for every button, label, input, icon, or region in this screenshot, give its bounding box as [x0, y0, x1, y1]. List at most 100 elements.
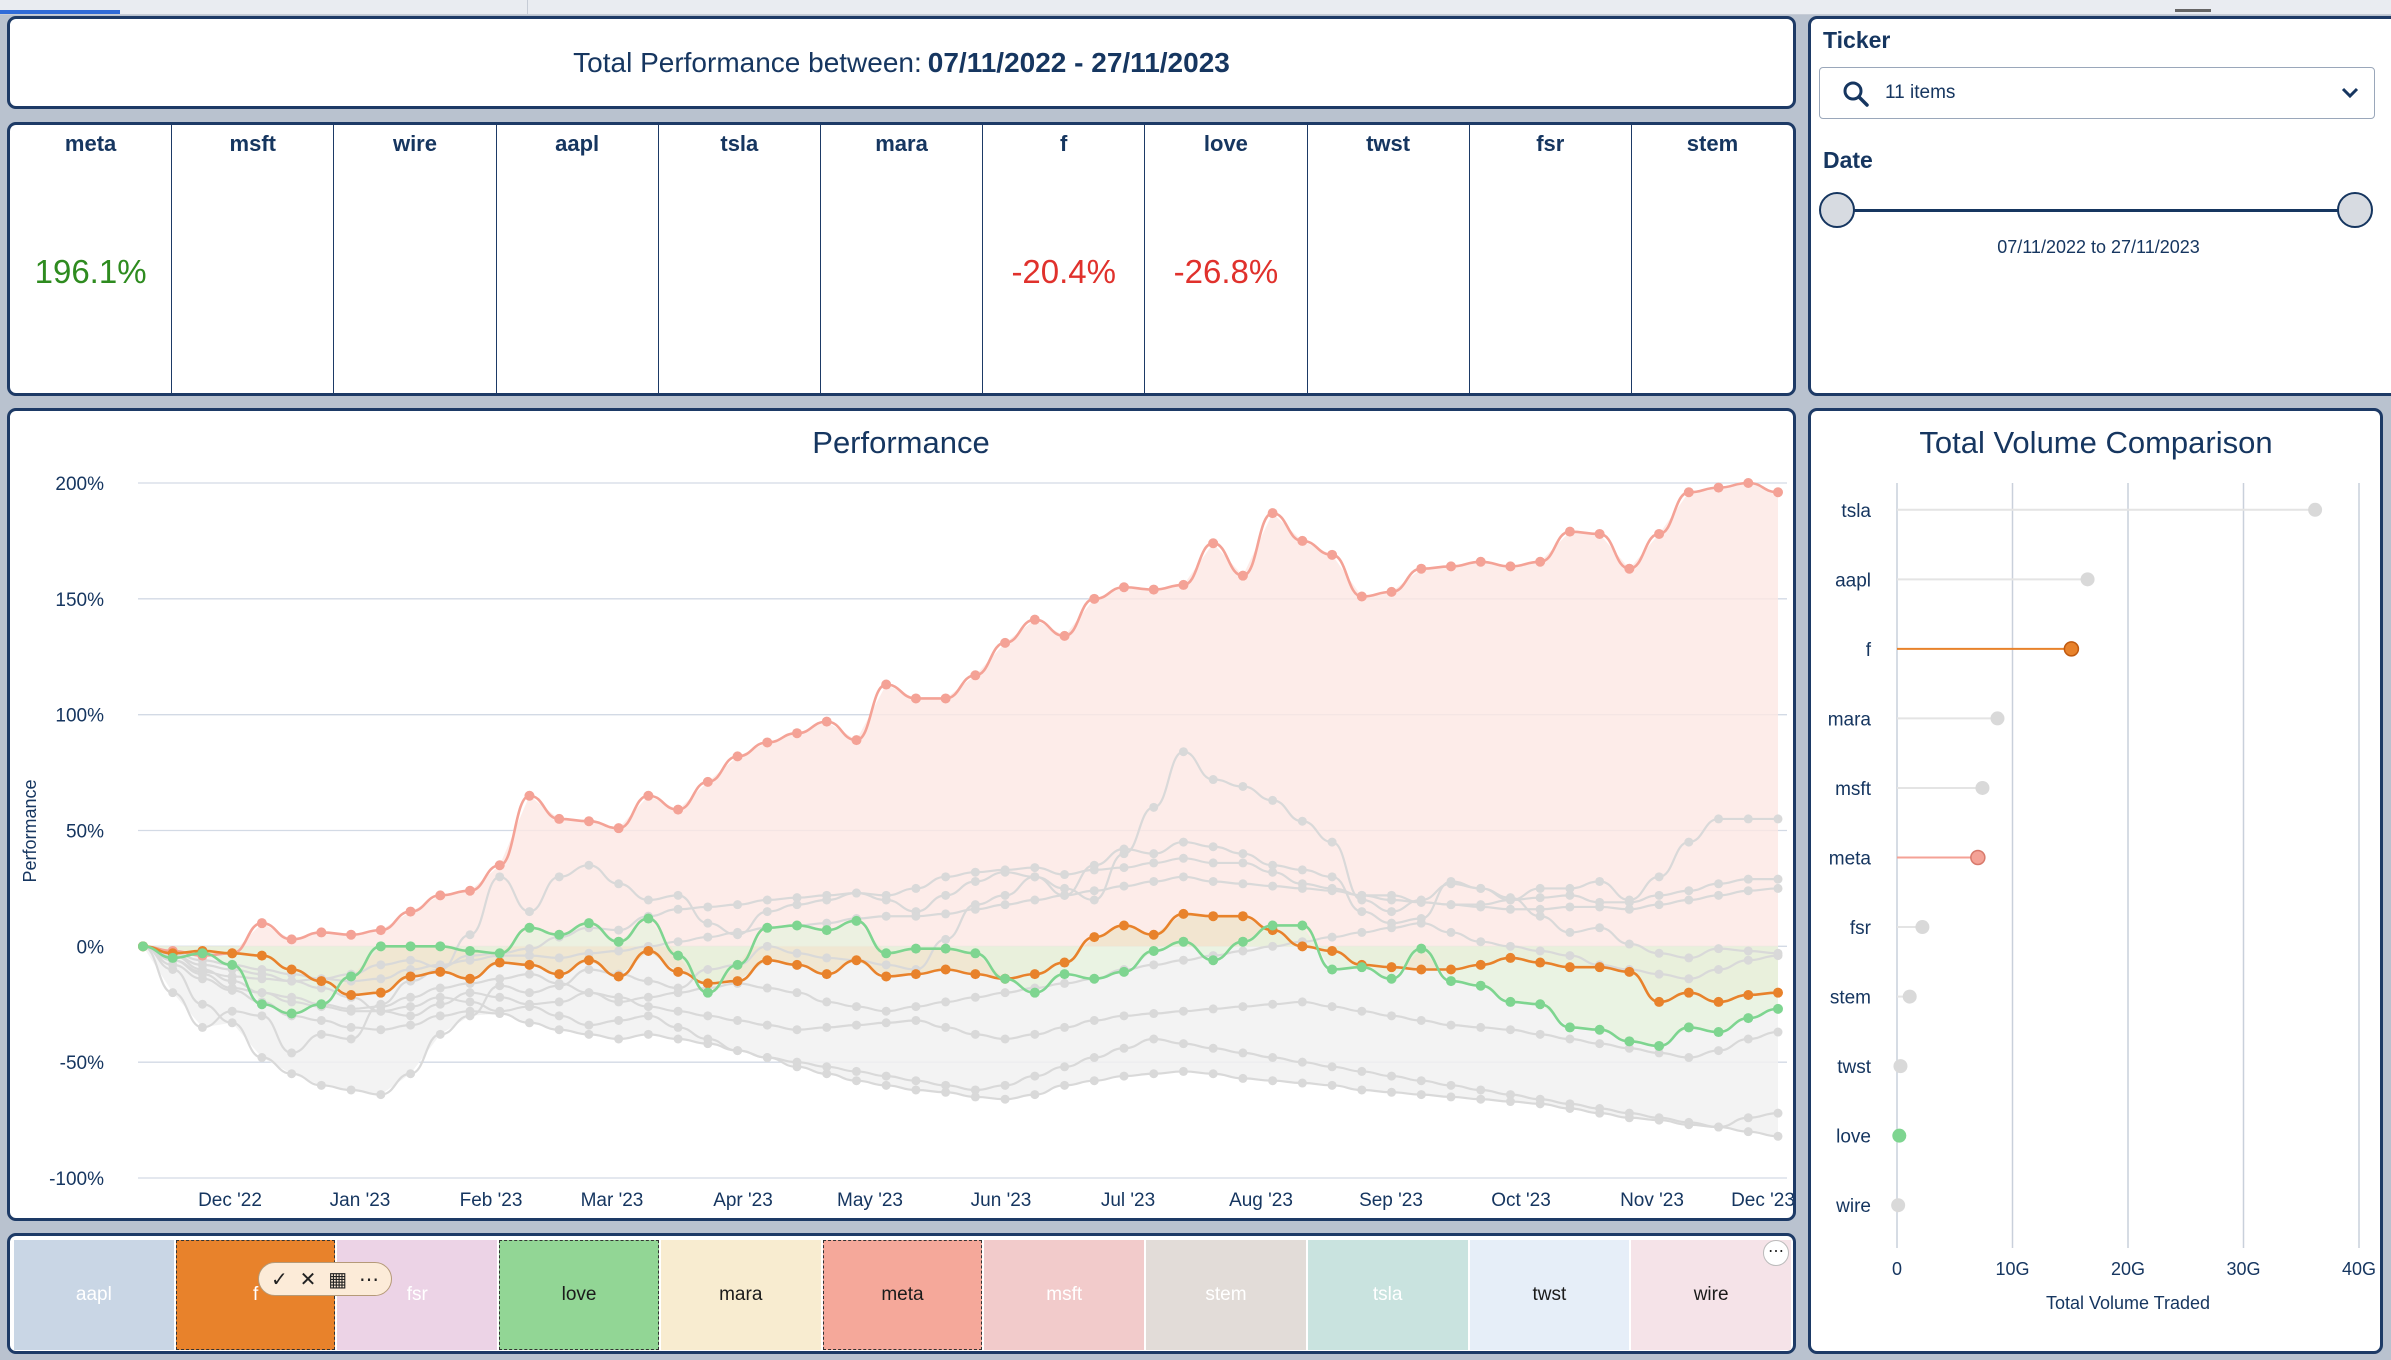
data-point[interactable] [1684, 974, 1694, 984]
data-point[interactable] [614, 1015, 624, 1025]
data-point[interactable] [733, 927, 743, 937]
data-point[interactable] [1059, 969, 1070, 980]
data-point[interactable] [881, 960, 891, 970]
data-point[interactable] [554, 969, 565, 980]
data-point[interactable] [1475, 959, 1486, 970]
data-point[interactable] [554, 1025, 564, 1035]
data-point[interactable] [732, 976, 743, 987]
data-point[interactable] [524, 907, 534, 917]
legend-item-love[interactable]: love [499, 1240, 659, 1350]
data-point[interactable] [1446, 876, 1456, 886]
data-point[interactable] [1357, 907, 1367, 917]
data-point[interactable] [941, 1080, 951, 1090]
chevron-down-icon[interactable] [2340, 86, 2360, 100]
series-stem[interactable] [138, 941, 1783, 1141]
data-point[interactable] [1268, 867, 1278, 877]
data-point[interactable] [1654, 900, 1664, 910]
data-point[interactable] [1060, 1022, 1070, 1032]
data-point[interactable] [1029, 987, 1040, 998]
data-point[interactable] [1000, 1080, 1010, 1090]
data-point[interactable] [1416, 897, 1426, 907]
data-point[interactable] [1505, 952, 1516, 963]
data-point[interactable] [1564, 962, 1575, 973]
data-point[interactable] [911, 883, 921, 893]
data-point[interactable] [1000, 988, 1010, 998]
lollipop-dot[interactable] [1915, 920, 1930, 935]
data-point[interactable] [1595, 876, 1605, 886]
data-point[interactable] [1683, 487, 1694, 498]
data-point[interactable] [465, 973, 475, 984]
data-point[interactable] [1089, 1076, 1099, 1086]
data-point[interactable] [1476, 1094, 1486, 1104]
data-point[interactable] [168, 988, 178, 998]
data-point[interactable] [1000, 973, 1011, 984]
data-point[interactable] [1624, 939, 1634, 949]
data-point[interactable] [762, 737, 773, 748]
data-point[interactable] [227, 983, 237, 993]
data-point[interactable] [673, 804, 684, 815]
data-point[interactable] [1208, 1004, 1218, 1014]
data-point[interactable] [465, 988, 475, 998]
data-point[interactable] [821, 716, 832, 727]
data-point[interactable] [316, 927, 327, 938]
series-love[interactable] [138, 913, 1783, 1051]
data-point[interactable] [1564, 1022, 1575, 1033]
data-point[interactable] [1208, 858, 1218, 868]
data-point[interactable] [1416, 1076, 1426, 1086]
data-point[interactable] [1446, 1020, 1456, 1030]
data-point[interactable] [316, 983, 326, 993]
data-point[interactable] [287, 976, 297, 986]
data-point[interactable] [1743, 946, 1753, 956]
date-range-start-handle[interactable] [1819, 192, 1855, 228]
data-point[interactable] [643, 790, 654, 801]
data-point[interactable] [1029, 969, 1040, 980]
lollipop-dot[interactable] [1970, 849, 1986, 866]
data-point[interactable] [1208, 1043, 1218, 1053]
data-point[interactable] [1178, 955, 1188, 965]
data-point[interactable] [1148, 945, 1159, 956]
data-point[interactable] [1773, 1003, 1783, 1014]
data-point[interactable] [435, 960, 445, 970]
data-point[interactable] [376, 1025, 386, 1035]
data-point[interactable] [1505, 561, 1516, 572]
data-point[interactable] [1000, 1094, 1010, 1104]
data-point[interactable] [554, 953, 564, 963]
data-point[interactable] [465, 885, 475, 896]
data-point[interactable] [435, 941, 446, 952]
data-point[interactable] [970, 1092, 980, 1102]
data-point[interactable] [465, 1006, 475, 1016]
data-point[interactable] [613, 823, 624, 834]
data-point[interactable] [1713, 996, 1724, 1007]
data-point[interactable] [643, 895, 653, 905]
data-point[interactable] [1060, 1062, 1070, 1072]
data-point[interactable] [733, 1046, 743, 1056]
data-point[interactable] [1416, 563, 1427, 574]
lollipop-dot[interactable] [2308, 502, 2323, 517]
data-point[interactable] [1565, 890, 1575, 900]
data-point[interactable] [494, 948, 505, 959]
data-point[interactable] [1178, 837, 1188, 847]
data-point[interactable] [227, 959, 238, 970]
data-point[interactable] [1119, 582, 1129, 593]
data-point[interactable] [583, 816, 594, 827]
data-point[interactable] [316, 999, 327, 1010]
data-point[interactable] [851, 888, 861, 898]
data-point[interactable] [732, 959, 743, 970]
data-point[interactable] [1773, 874, 1783, 884]
data-point[interactable] [197, 948, 208, 959]
data-point[interactable] [1297, 816, 1307, 826]
data-point[interactable] [1208, 775, 1218, 785]
data-point[interactable] [465, 955, 475, 965]
data-point[interactable] [524, 922, 535, 933]
data-point[interactable] [1505, 1025, 1515, 1035]
data-point[interactable] [821, 925, 832, 936]
data-point[interactable] [346, 1004, 356, 1014]
data-point[interactable] [1059, 630, 1070, 641]
data-point[interactable] [941, 909, 951, 919]
data-point[interactable] [1237, 570, 1248, 581]
data-point[interactable] [1743, 886, 1753, 896]
data-point[interactable] [1773, 883, 1783, 893]
data-point[interactable] [1238, 879, 1248, 889]
data-point[interactable] [1416, 918, 1426, 928]
data-point[interactable] [1149, 802, 1159, 812]
